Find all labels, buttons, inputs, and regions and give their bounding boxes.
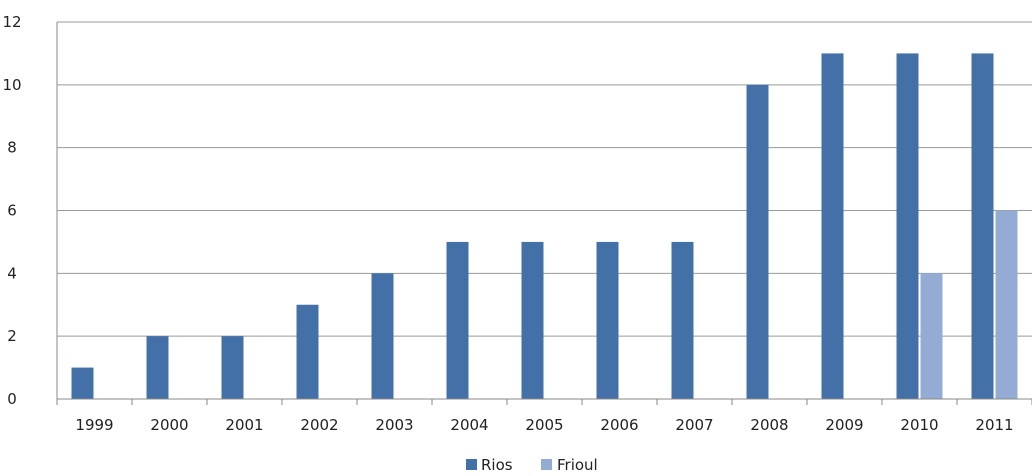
y-tick-label: 4 [7, 264, 17, 282]
y-tick-label: 0 [7, 390, 17, 408]
y-tick-label: 2 [7, 327, 17, 345]
y-tick-label: 6 [7, 202, 17, 220]
legend-label-frioul: Frioul [557, 456, 598, 474]
x-tick-label: 2009 [825, 416, 863, 434]
bars [71, 53, 1018, 400]
x-axis [56, 398, 1032, 405]
bar-rios-2001 [221, 336, 244, 399]
x-tick-label: 2011 [975, 416, 1013, 434]
bar-rios-2005 [521, 241, 544, 399]
x-tick-label: 2003 [375, 416, 413, 434]
x-axis-tick-labels: 1999 2000 2001 2002 2003 2004 2005 2006 2007 2008… [75, 416, 1013, 434]
x-tick-label: 2010 [900, 416, 938, 434]
x-tick-label: 2005 [525, 416, 563, 434]
bar-rios-2010 [896, 53, 919, 400]
y-tick-label: 10 [2, 76, 21, 94]
y-tick-label: 8 [7, 139, 17, 157]
legend-swatch-rios [466, 459, 477, 470]
legend: Rios Frioul [466, 456, 598, 474]
x-tick-label: 2007 [675, 416, 713, 434]
x-tick-label: 2002 [300, 416, 338, 434]
legend-swatch-frioul [541, 459, 552, 470]
bar-rios-2007 [671, 241, 694, 399]
bar-rios-2004 [446, 241, 469, 399]
bar-rios-2011 [971, 53, 994, 400]
x-tick-label: 1999 [75, 416, 113, 434]
bar-frioul-2011 [995, 210, 1018, 399]
x-tick-label: 2000 [150, 416, 188, 434]
bar-rios-2006 [596, 241, 619, 399]
gridlines [56, 21, 1032, 399]
x-tick-label: 2001 [225, 416, 263, 434]
x-tick-label: 2006 [600, 416, 638, 434]
bar-rios-2002 [296, 304, 319, 399]
bar-rios-2003 [371, 273, 394, 399]
bar-rios-2000 [146, 336, 169, 399]
bar-rios-2008 [746, 84, 769, 399]
legend-label-rios: Rios [481, 456, 513, 474]
bar-rios-2009 [821, 53, 844, 400]
y-tick-label: 12 [2, 13, 21, 31]
x-tick-label: 2008 [750, 416, 788, 434]
bar-frioul-2010 [920, 273, 943, 399]
y-axis-tick-labels: 0 2 4 6 8 10 12 [2, 13, 21, 408]
x-tick-label: 2004 [450, 416, 488, 434]
bar-rios-1999 [71, 367, 94, 399]
